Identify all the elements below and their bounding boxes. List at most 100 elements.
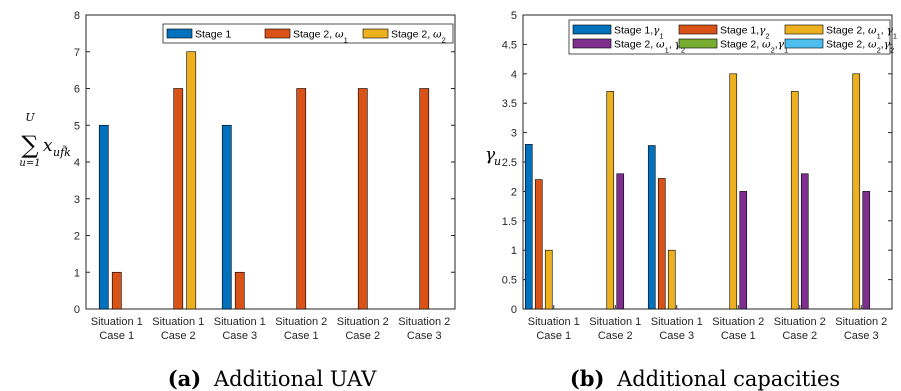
bar <box>221 124 232 310</box>
bar <box>739 191 748 310</box>
bar <box>852 73 861 310</box>
y-label-variable: γ <box>485 145 496 165</box>
x-tick-label: Situation 1 <box>152 316 204 328</box>
y-tick-label: 4.5 <box>502 39 517 51</box>
y-label-variable: x <box>43 136 53 156</box>
legend-label: Stage 1 <box>195 29 231 41</box>
x-tick-label: Case 2 <box>782 330 817 342</box>
plot-area <box>523 15 892 309</box>
y-tick-label: 2 <box>511 186 517 198</box>
x-tick-label: Situation 2 <box>337 316 389 328</box>
x-tick-label: Situation 1 <box>91 316 143 328</box>
legend-label: Stage 2, ω2​,γ2​ <box>826 39 894 55</box>
y-tick-label: 8 <box>74 10 80 22</box>
caption-a-text: Additional UAV <box>213 367 377 391</box>
svg-text:(b) Additional capacitie: (b) Additional capacities <box>570 366 840 391</box>
x-tick-label: Situation 2 <box>774 316 826 328</box>
legend-swatch <box>572 38 612 49</box>
legend: Stage 1 Stage 2, ω1​ Stage 2, ω2​ <box>162 23 454 45</box>
bar <box>524 144 533 310</box>
legend-label: Stage 2, ω2​ <box>391 29 446 45</box>
legend-label: Stage 2, ω1​, γ2​ <box>614 39 685 55</box>
x-tick-label: Case 1 <box>536 330 571 342</box>
y-tick-label: 3.5 <box>502 98 517 110</box>
legend-label: Stage 2, ω1​, γ1​ <box>826 25 897 41</box>
chart-additional-uav: ∑ U u=1 x uf̃k 0 1 2 3 4 5 6 7 8 Situation 1 Case … <box>19 10 456 342</box>
y-tick-label: 1 <box>511 245 517 257</box>
bar <box>606 91 615 310</box>
y-label-subscript: uf̃k <box>53 146 71 159</box>
bar <box>357 88 368 310</box>
bar <box>790 91 799 310</box>
bar <box>98 124 109 310</box>
legend-swatch <box>678 24 718 35</box>
x-tick-label: Situation 1 <box>214 316 266 328</box>
x-tick-label: Situation 2 <box>398 316 450 328</box>
caption-b-label: (b) <box>570 366 605 391</box>
bar <box>173 88 184 310</box>
y-label-sum-upper: U <box>25 111 35 124</box>
bar <box>534 179 543 310</box>
legend-swatch <box>362 28 389 39</box>
bar <box>667 249 676 310</box>
x-tick-label: Situation 1 <box>651 316 703 328</box>
y-tick-label: 0 <box>511 304 517 316</box>
caption-a: (a) Additional UAV <box>168 366 377 391</box>
bar <box>111 271 122 310</box>
y-label-sum-symbol: ∑ <box>21 131 38 159</box>
bar <box>544 249 553 310</box>
legend-label: Stage 2, ω1​ <box>293 29 348 45</box>
y-tick-label: 3 <box>511 128 517 140</box>
plot-area <box>86 15 455 309</box>
x-tick-label: Situation 2 <box>275 316 327 328</box>
y-tick-label: 0.5 <box>502 275 517 287</box>
x-tick-label: Situation 1 <box>589 316 641 328</box>
y-tick-label: 2.5 <box>502 157 517 169</box>
y-tick-label: 7 <box>74 47 80 59</box>
bar <box>800 173 809 310</box>
bar <box>186 51 197 310</box>
x-tick-label: Situation 1 <box>528 316 580 328</box>
x-tick-label: Case 3 <box>407 330 442 342</box>
bar <box>647 145 656 310</box>
legend-swatch <box>166 28 193 39</box>
legend-swatch <box>572 24 612 35</box>
x-tick-label: Case 3 <box>844 330 879 342</box>
y-tick-label: 5 <box>74 120 80 132</box>
bar <box>862 191 871 310</box>
bar <box>616 173 625 310</box>
caption-b-text: Additional capacities <box>616 367 840 391</box>
x-tick-label: Case 1 <box>721 330 756 342</box>
y-tick-label: 3 <box>74 194 80 206</box>
y-tick-label: 1.5 <box>502 216 517 228</box>
y-tick-label: 5 <box>511 10 517 22</box>
x-tick-label: Situation 2 <box>835 316 887 328</box>
x-tick-label: Case 2 <box>161 330 196 342</box>
chart-a-y-axis-label: ∑ U u=1 x uf̃k <box>19 111 71 169</box>
legend-swatch <box>784 38 824 49</box>
legend-box <box>568 19 891 55</box>
bar <box>234 271 245 310</box>
y-label-sum-lower: u=1 <box>19 158 40 169</box>
x-tick-label: Case 3 <box>222 330 257 342</box>
bar <box>657 178 666 310</box>
legend-swatch <box>678 38 718 49</box>
x-tick-label: Case 1 <box>99 330 134 342</box>
y-tick-label: 1 <box>74 267 80 279</box>
legend-label: Stage 2, ω2​,γ1​ <box>720 39 788 55</box>
svg-text:(a) Additional UAV: (a) Additional UAV <box>168 366 377 391</box>
caption-a-label: (a) <box>168 366 201 391</box>
y-tick-label: 0 <box>74 304 80 316</box>
legend-swatch <box>264 28 291 39</box>
bar <box>296 88 307 310</box>
y-tick-label: 2 <box>74 231 80 243</box>
bar <box>419 88 430 310</box>
caption-b: (b) Additional capacities <box>570 366 840 391</box>
y-tick-label: 4 <box>511 69 517 81</box>
y-tick-label: 6 <box>74 84 80 96</box>
legend-swatch <box>784 24 824 35</box>
chart-b-y-axis-label: γ u <box>485 145 501 168</box>
bar <box>729 73 738 310</box>
legend: Stage 1,γ1​Stage 1,γ2​Stage 2, ω1​, γ1​S… <box>568 19 897 55</box>
